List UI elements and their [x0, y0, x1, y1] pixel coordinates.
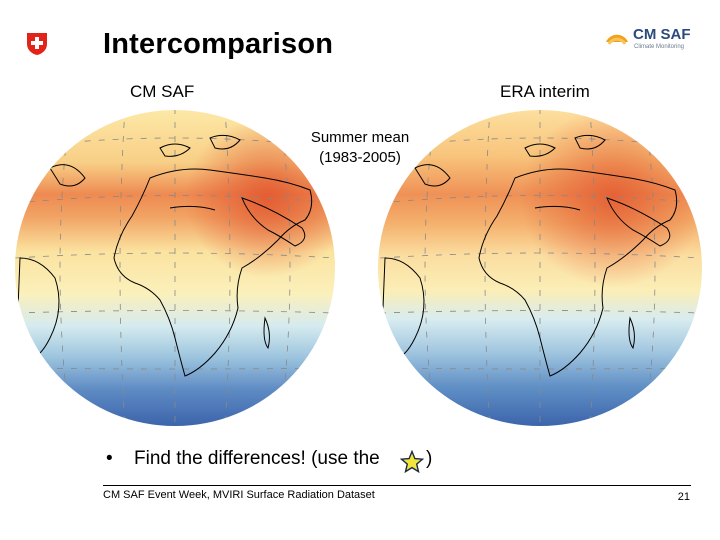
period-note: Summer mean (1983-2005)	[290, 128, 430, 168]
footer-text: CM SAF Event Week, MVIRI Surface Radiati…	[103, 489, 375, 501]
bullet-marker: •	[106, 448, 113, 469]
sun-icon	[606, 34, 628, 45]
bullet-item: • Find the differences! (use the	[106, 448, 380, 470]
page-number: 21	[677, 491, 690, 503]
bullet-close: )	[426, 448, 433, 469]
star-icon	[400, 450, 424, 474]
brand-tagline: Climate Monitoring	[634, 44, 685, 50]
right-globe-map	[378, 110, 702, 426]
right-map-label: ERA interim	[500, 82, 590, 101]
footer-divider	[103, 485, 691, 486]
brand-name: CM SAF	[633, 26, 691, 43]
slide-title: Intercomparison	[103, 28, 334, 60]
left-map-label: CM SAF	[130, 82, 195, 101]
bullet-text: Find the differences! (use the	[134, 448, 380, 469]
period-note-line2: (1983-2005)	[319, 149, 401, 166]
brand-logo: CM SAF Climate Monitoring	[602, 22, 702, 52]
left-globe-map	[15, 110, 335, 426]
period-note-line1: Summer mean	[310, 129, 410, 146]
swiss-cross-icon	[27, 33, 47, 55]
